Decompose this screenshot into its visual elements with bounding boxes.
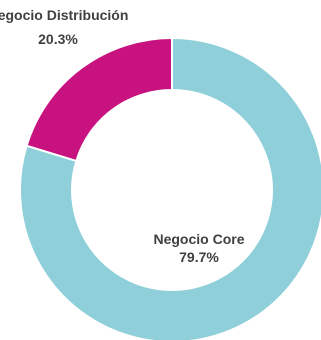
slice-label-name-core: Negocio Core [153,231,244,247]
slice-label-percent-core: 79.7% [179,249,219,265]
slices-layer [19,36,321,340]
donut-slice-0 [19,36,321,340]
slice-label-name-distribucion: Negocio Distribución [0,7,128,23]
donut-slice-1 [25,36,173,163]
slice-label-percent-distribucion: 20.3% [38,31,78,47]
